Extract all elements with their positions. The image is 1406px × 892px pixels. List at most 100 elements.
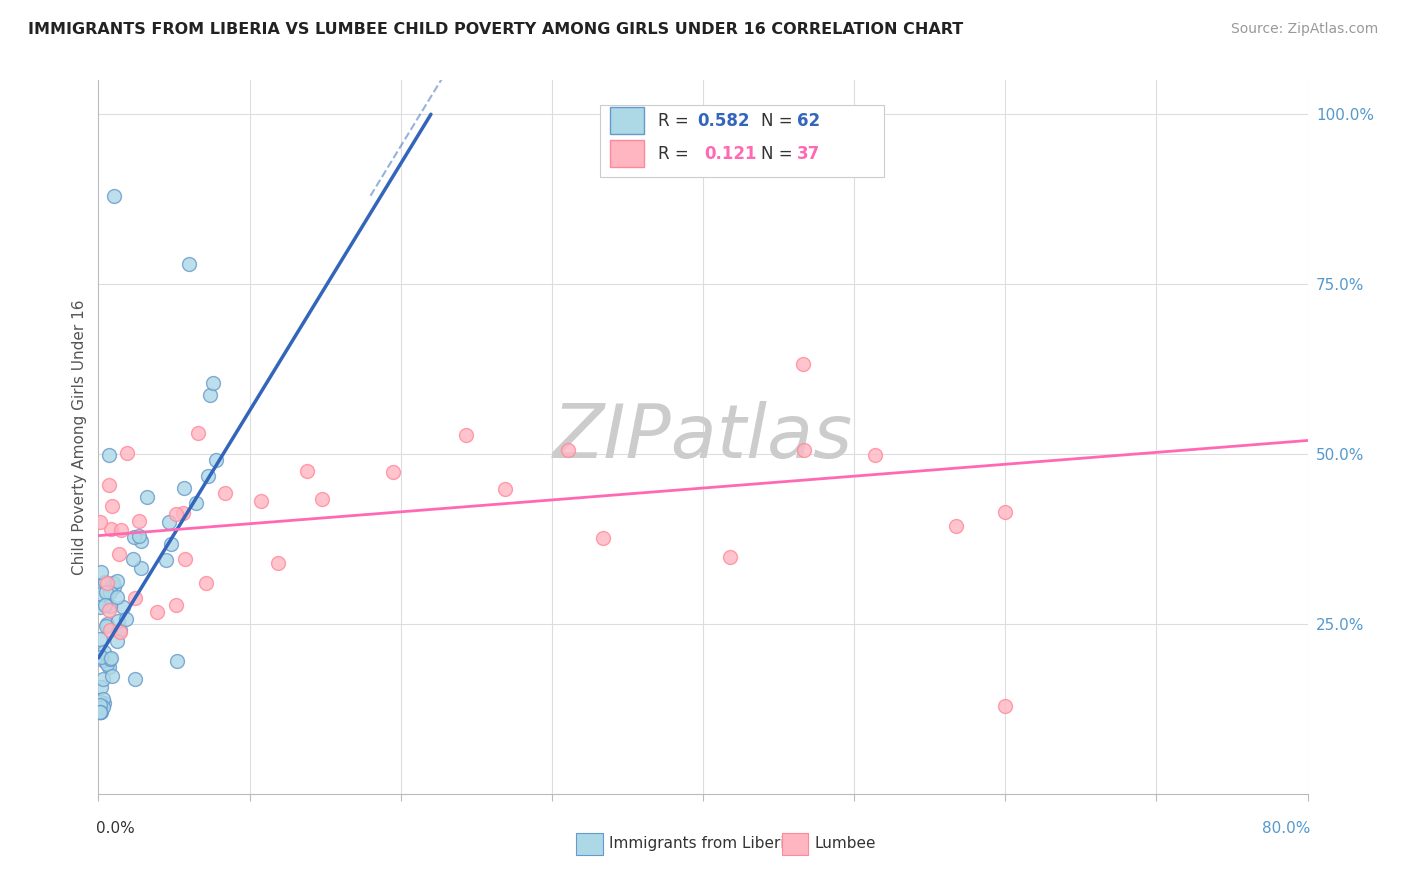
Point <box>201 376 224 390</box>
Point <box>108 625 131 640</box>
Point <box>214 486 236 500</box>
Point <box>91 699 114 714</box>
Point <box>89 706 111 720</box>
Point <box>205 453 228 467</box>
Bar <box>610 107 644 134</box>
Point <box>557 442 579 457</box>
Point <box>295 464 318 478</box>
Point <box>94 584 117 599</box>
Point <box>994 698 1017 713</box>
Point <box>165 507 187 521</box>
Point <box>98 448 121 462</box>
Point <box>146 605 169 619</box>
Text: ZIPatlas: ZIPatlas <box>553 401 853 473</box>
Text: 80.0%: 80.0% <box>1261 822 1310 836</box>
Point <box>96 616 118 631</box>
Point <box>98 660 121 674</box>
Text: R =: R = <box>658 145 700 162</box>
Bar <box>782 833 808 855</box>
Point <box>93 696 115 710</box>
Point <box>89 632 111 646</box>
Point <box>98 652 121 666</box>
Point <box>89 698 111 713</box>
Point <box>91 672 114 686</box>
Point <box>108 547 131 561</box>
Point <box>98 478 121 492</box>
Point <box>160 536 183 550</box>
Point <box>128 514 150 528</box>
Point <box>124 672 146 686</box>
Point <box>98 585 121 599</box>
Point <box>198 388 221 402</box>
Point <box>89 706 111 720</box>
Point <box>89 695 111 709</box>
Point <box>124 591 146 605</box>
Point <box>124 530 146 544</box>
Point <box>90 565 112 579</box>
Point <box>89 706 111 720</box>
Point <box>129 560 152 574</box>
Point <box>97 603 120 617</box>
Point <box>165 598 187 612</box>
Point <box>157 515 180 529</box>
Point <box>166 654 188 668</box>
Point <box>90 650 112 665</box>
Point <box>101 669 124 683</box>
Point <box>184 496 207 510</box>
Point <box>494 482 516 496</box>
Point <box>187 425 209 440</box>
Point <box>90 706 112 720</box>
Point <box>173 481 195 495</box>
Text: R =: R = <box>658 112 695 130</box>
Point <box>792 358 814 372</box>
Point <box>111 599 134 614</box>
Point <box>174 552 197 566</box>
Text: 37: 37 <box>797 145 821 162</box>
Point <box>793 442 815 457</box>
Point <box>105 590 128 604</box>
Bar <box>610 139 644 167</box>
Bar <box>576 833 603 855</box>
Point <box>100 650 122 665</box>
Point <box>96 657 118 671</box>
Point <box>865 448 887 462</box>
Point <box>155 553 177 567</box>
Text: Immigrants from Liberia: Immigrants from Liberia <box>609 837 793 851</box>
Point <box>103 580 125 594</box>
Point <box>195 576 218 591</box>
Point <box>96 575 118 590</box>
Point <box>456 428 478 442</box>
Point <box>718 550 741 565</box>
Point <box>129 533 152 548</box>
Point <box>98 599 121 614</box>
FancyBboxPatch shape <box>600 105 884 177</box>
Point <box>311 492 333 507</box>
Point <box>197 469 219 483</box>
Text: N =: N = <box>761 112 799 130</box>
Point <box>105 634 128 648</box>
Point <box>89 599 111 614</box>
Point <box>90 587 112 601</box>
Text: IMMIGRANTS FROM LIBERIA VS LUMBEE CHILD POVERTY AMONG GIRLS UNDER 16 CORRELATION: IMMIGRANTS FROM LIBERIA VS LUMBEE CHILD … <box>28 22 963 37</box>
Point <box>249 494 271 508</box>
Text: Source: ZipAtlas.com: Source: ZipAtlas.com <box>1230 22 1378 37</box>
Point <box>89 515 111 529</box>
Point <box>89 706 111 720</box>
Text: 0.0%: 0.0% <box>96 822 135 836</box>
Text: 0.582: 0.582 <box>697 112 749 130</box>
Point <box>100 522 122 536</box>
Point <box>101 499 124 513</box>
Point <box>122 552 145 566</box>
Point <box>115 612 138 626</box>
Point <box>115 446 138 460</box>
Point <box>128 528 150 542</box>
Point <box>945 518 967 533</box>
Point <box>91 653 114 667</box>
Text: 62: 62 <box>797 112 821 130</box>
Text: Lumbee: Lumbee <box>814 837 876 851</box>
Point <box>93 645 115 659</box>
Point <box>103 189 125 203</box>
Point <box>90 680 112 694</box>
Point <box>267 556 290 570</box>
Point <box>110 523 132 537</box>
